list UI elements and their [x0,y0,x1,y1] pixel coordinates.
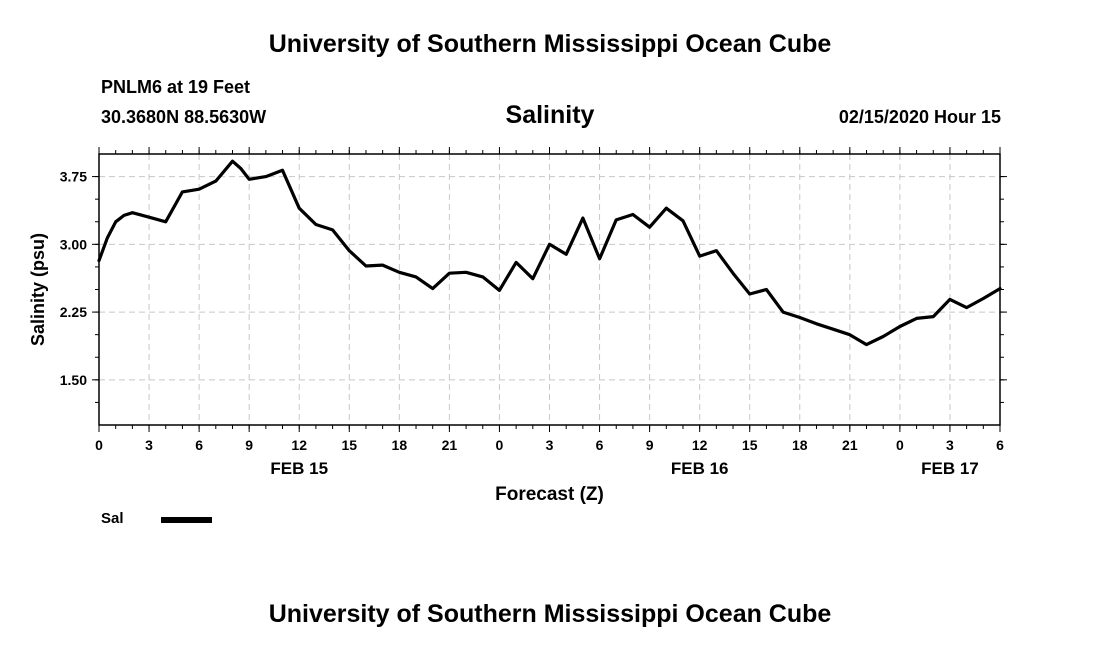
x-tick-label: 9 [646,437,654,453]
x-tick-label: 6 [596,437,604,453]
station-name: PNLM6 at 19 Feet [101,77,251,97]
x-tick-label: 18 [392,437,408,453]
x-tick-label: 0 [496,437,504,453]
legend-swatch [161,517,212,523]
x-tick-label: 15 [341,437,357,453]
x-tick-label: 3 [145,437,153,453]
x-tick-label: 3 [546,437,554,453]
x-tick-label: 12 [692,437,708,453]
chart-title: Salinity [505,101,595,129]
x-tick-label: 15 [742,437,758,453]
x-tick-label: 0 [95,437,103,453]
x-tick-label: 21 [442,437,458,453]
y-axis-label: Salinity (psu) [28,233,48,346]
x-tick-label: 9 [245,437,253,453]
series-line-salinity [97,159,1002,347]
y-tick-label: 3.00 [60,236,87,252]
y-tick-label: 2.25 [60,304,87,320]
main-title: University of Southern Mississippi Ocean… [268,30,832,58]
forecast-date: 02/15/2020 Hour 15 [838,107,1001,127]
station-coordinates: 30.3680N 88.5630W [101,107,267,127]
x-tick-label: 21 [842,437,858,453]
x-axis-label: Forecast (Z) [495,484,604,505]
date-label: FEB 16 [671,459,729,478]
x-tick-label: 6 [996,437,1004,453]
x-tick-label: 3 [946,437,954,453]
x-tick-label: 0 [896,437,904,453]
x-tick-label: 12 [291,437,307,453]
legend-label: Sal [101,510,124,527]
date-label: FEB 15 [270,459,328,478]
footer-title: University of Southern Mississippi Ocean… [268,600,832,628]
x-tick-label: 6 [195,437,203,453]
y-tick-label: 1.50 [60,372,87,388]
date-label: FEB 17 [921,459,979,478]
x-tick-label: 18 [792,437,808,453]
y-tick-label: 3.75 [60,169,87,185]
